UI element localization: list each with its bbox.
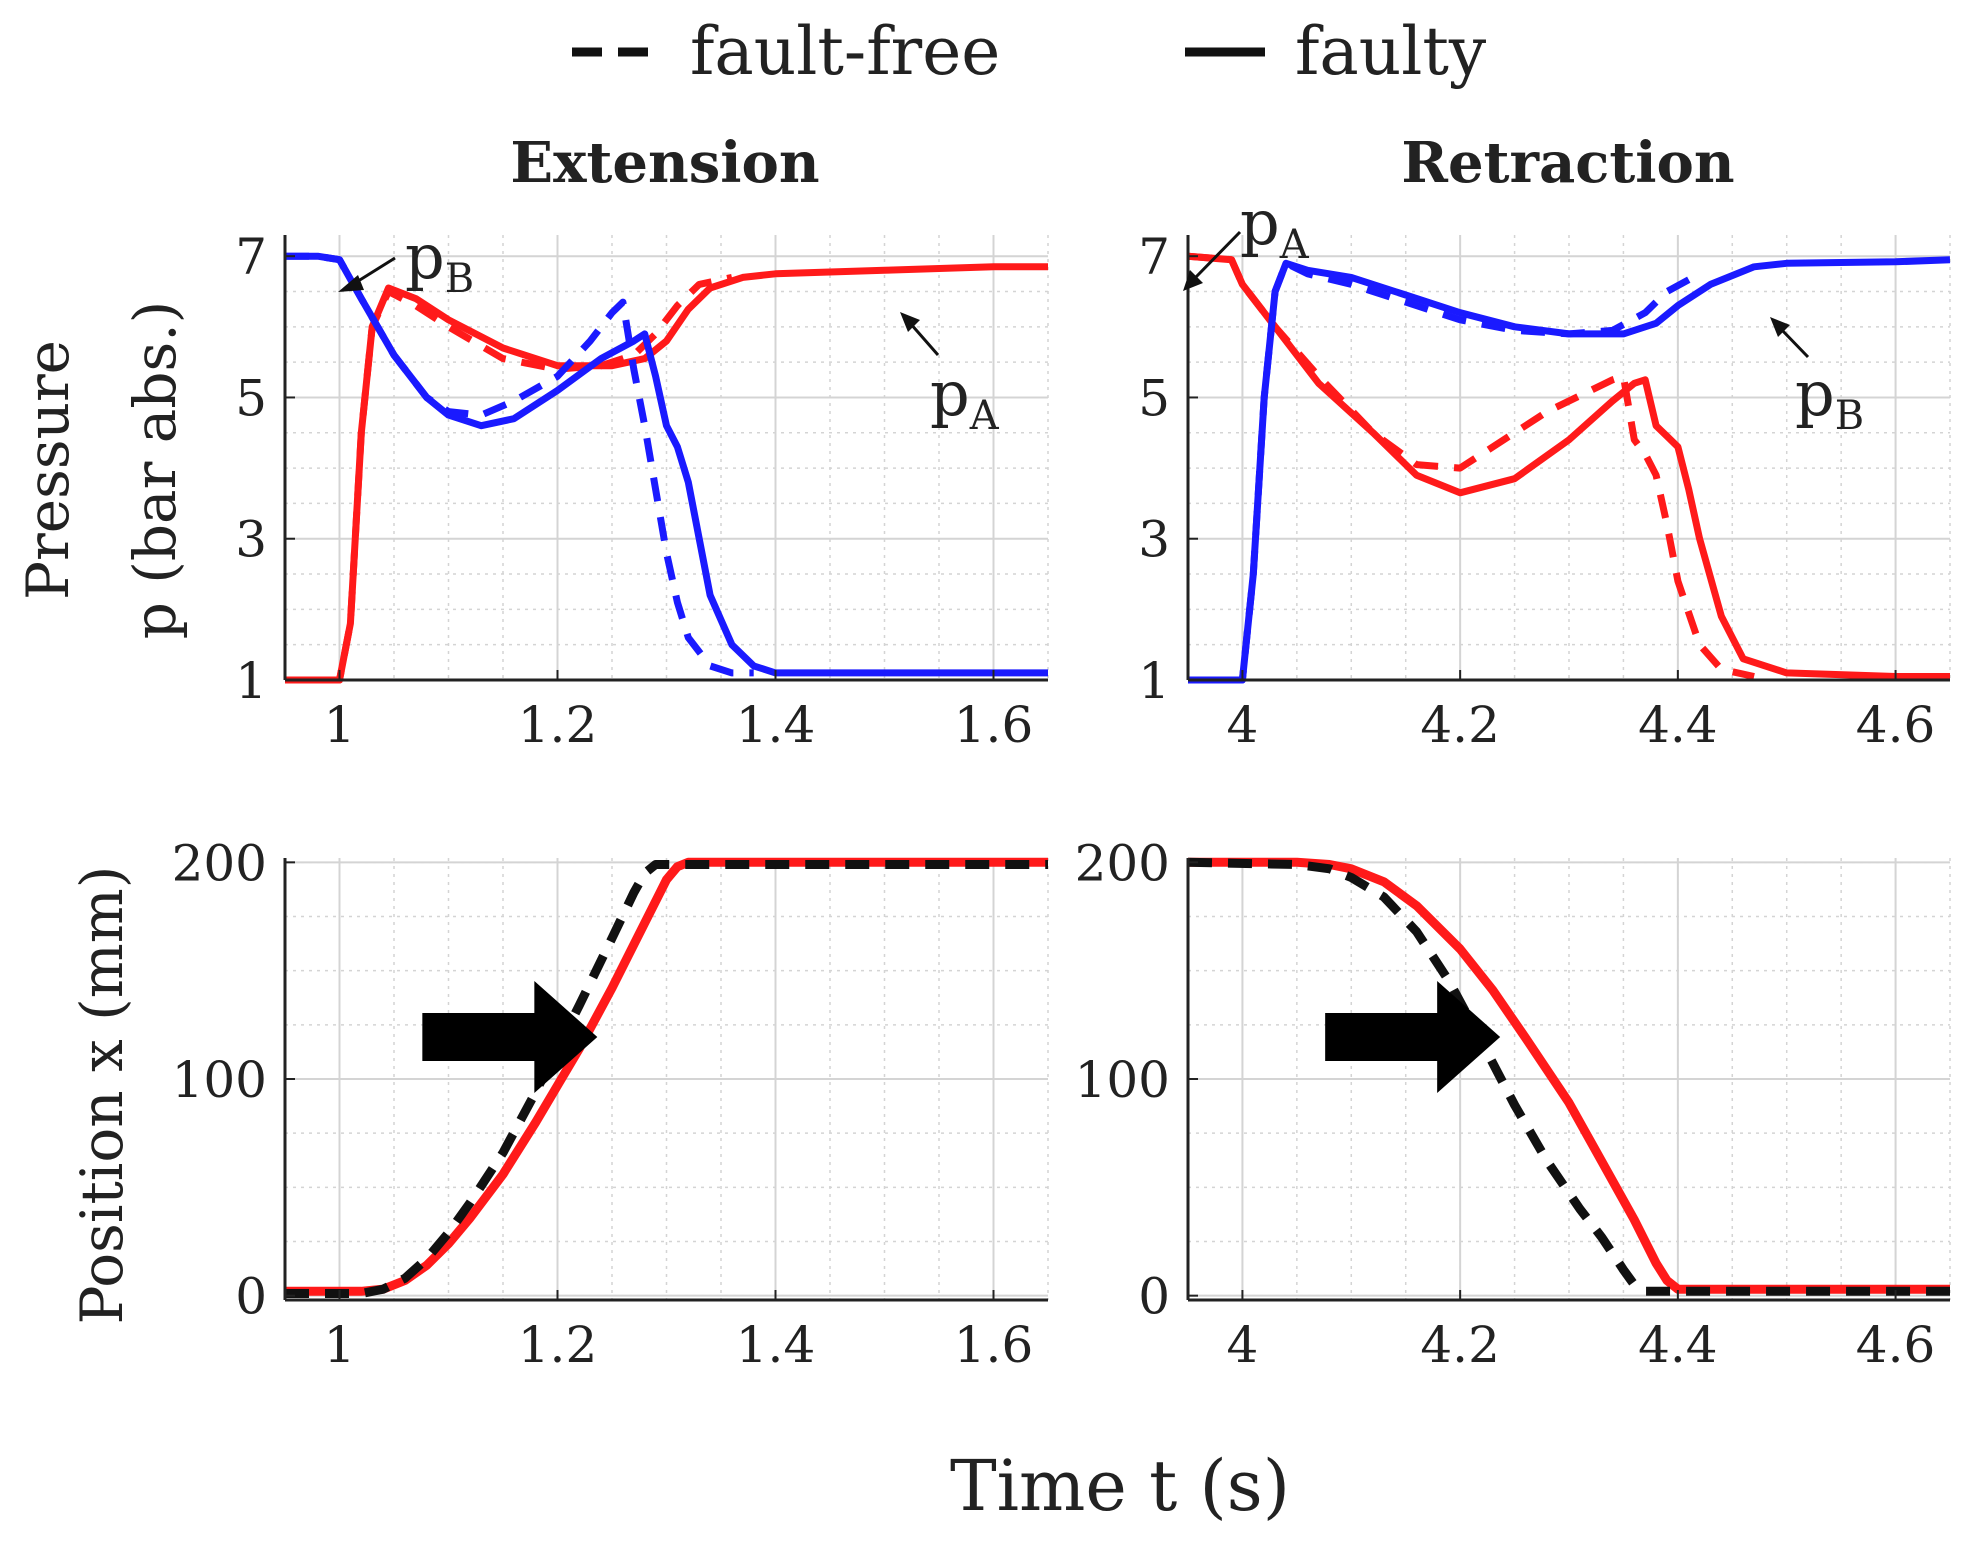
ext_pressure-y-tick-label: 1	[235, 652, 267, 710]
ret_position-series-x-faulty	[1188, 857, 1950, 1294]
ret_position-y-tick-label: 0	[1138, 1268, 1170, 1326]
ext_position-x-tick-label: 1.6	[954, 1316, 1034, 1374]
time-xlabel: Time t (s)	[950, 1445, 1290, 1527]
pressure-ylabel-line2: p (bar abs.)	[121, 301, 189, 640]
ret-pA-annotation: pA	[1183, 186, 1310, 291]
ret-pB-arrowhead	[1770, 317, 1790, 337]
ext_position-y-tick-label: 0	[235, 1268, 267, 1326]
ret_pressure-x-tick-label: 4.4	[1638, 696, 1718, 754]
ret-pB-label: pB	[1795, 357, 1864, 439]
ret_position-x-tick-label: 4.4	[1638, 1316, 1718, 1374]
ret_position-series-x-fault-free	[1187, 857, 1950, 1296]
ret_pressure-y-tick-label: 1	[1138, 652, 1170, 710]
ext_pressure-series-pa-fault-free	[285, 273, 733, 684]
ret_pressure-series-pb-faulty	[1188, 256, 1951, 684]
ext-pB-arrowhead	[338, 275, 364, 292]
position-ylabel: Position x (mm)	[68, 866, 136, 1325]
retraction-position-panel: 4 4.2 4.4 4.6 0 100 200	[1075, 834, 1951, 1374]
ret_position-x-tick-label: 4	[1227, 1316, 1259, 1374]
extension-title: Extension	[510, 130, 819, 196]
ext-pA-arrowhead	[900, 312, 920, 332]
ext_position-y-tick-label: 100	[172, 1051, 267, 1109]
ret_pressure-x-tick-label: 4.2	[1420, 696, 1500, 754]
ret_position-y-tick-label: 200	[1075, 834, 1170, 892]
pressure-ylabel-line1: Pressure	[14, 340, 82, 600]
ext_position-x-tick-label: 1	[324, 1316, 356, 1374]
ret-pB-annotation: pB	[1770, 317, 1864, 439]
ret-pA-arrowhead	[1183, 270, 1203, 291]
ext_pressure-y-tick-label: 7	[235, 228, 267, 286]
ext-pA-label: pA	[930, 357, 1000, 439]
extension-pressure-panel: 1 1.2 1.4 1.6 1 3 5 7	[235, 228, 1049, 754]
ext_position-direction-arrow	[422, 981, 598, 1094]
ret_position-x-tick-label: 4.6	[1856, 1316, 1936, 1374]
ext_pressure-y-tick-label: 3	[235, 511, 267, 569]
ext_pressure-y-tick-label: 5	[235, 369, 267, 427]
ext-pA-annotation: pA	[900, 312, 1000, 439]
retraction-title: Retraction	[1401, 130, 1734, 196]
ret-pA-label: pA	[1240, 186, 1310, 268]
ext_pressure-series-pb-fault-free	[285, 252, 754, 677]
ext_position-x-tick-label: 1.2	[518, 1316, 598, 1374]
ext-pB-annotation: pB	[338, 220, 474, 302]
ext_pressure-series-pb-faulty	[285, 252, 1048, 677]
legend: fault-free faulty	[572, 13, 1487, 90]
ret_pressure-series-pb-fault-free	[1188, 259, 1702, 684]
ret_position-x-tick-label: 4.2	[1420, 1316, 1500, 1374]
legend-dashed-label: fault-free	[690, 13, 1000, 90]
legend-solid-label: faulty	[1295, 13, 1487, 90]
ext_position-y-tick-label: 200	[172, 834, 267, 892]
retraction-pressure-panel: 4 4.2 4.4 4.6 1 3 5 7	[1138, 228, 1951, 754]
ret-pB-arrow-line	[1778, 326, 1810, 359]
ext_pressure-x-tick-label: 1.2	[518, 696, 598, 754]
ret_position-y-tick-label: 100	[1075, 1051, 1170, 1109]
ext_pressure-x-tick-label: 1.6	[954, 696, 1034, 754]
ext_pressure-x-tick-label: 1	[324, 696, 356, 754]
ret_pressure-y-tick-label: 7	[1138, 228, 1170, 286]
ext_position-x-tick-label: 1.4	[736, 1316, 816, 1374]
ext-pB-arrow-line	[354, 256, 396, 285]
ext-pA-arrow-line	[908, 322, 940, 356]
ret_pressure-y-tick-label: 3	[1138, 511, 1170, 569]
ret_pressure-x-tick-label: 4	[1227, 696, 1259, 754]
ext-pB-label: pB	[405, 220, 474, 302]
extension-position-panel: 1 1.2 1.4 1.6 0 100 200	[172, 834, 1049, 1374]
ret_pressure-x-tick-label: 4.6	[1856, 696, 1936, 754]
ret-pA-arrow-line	[1193, 230, 1242, 280]
ret_position-direction-arrow	[1325, 981, 1501, 1094]
ret_pressure-y-tick-label: 5	[1138, 369, 1170, 427]
ext_pressure-x-tick-label: 1.4	[736, 696, 816, 754]
